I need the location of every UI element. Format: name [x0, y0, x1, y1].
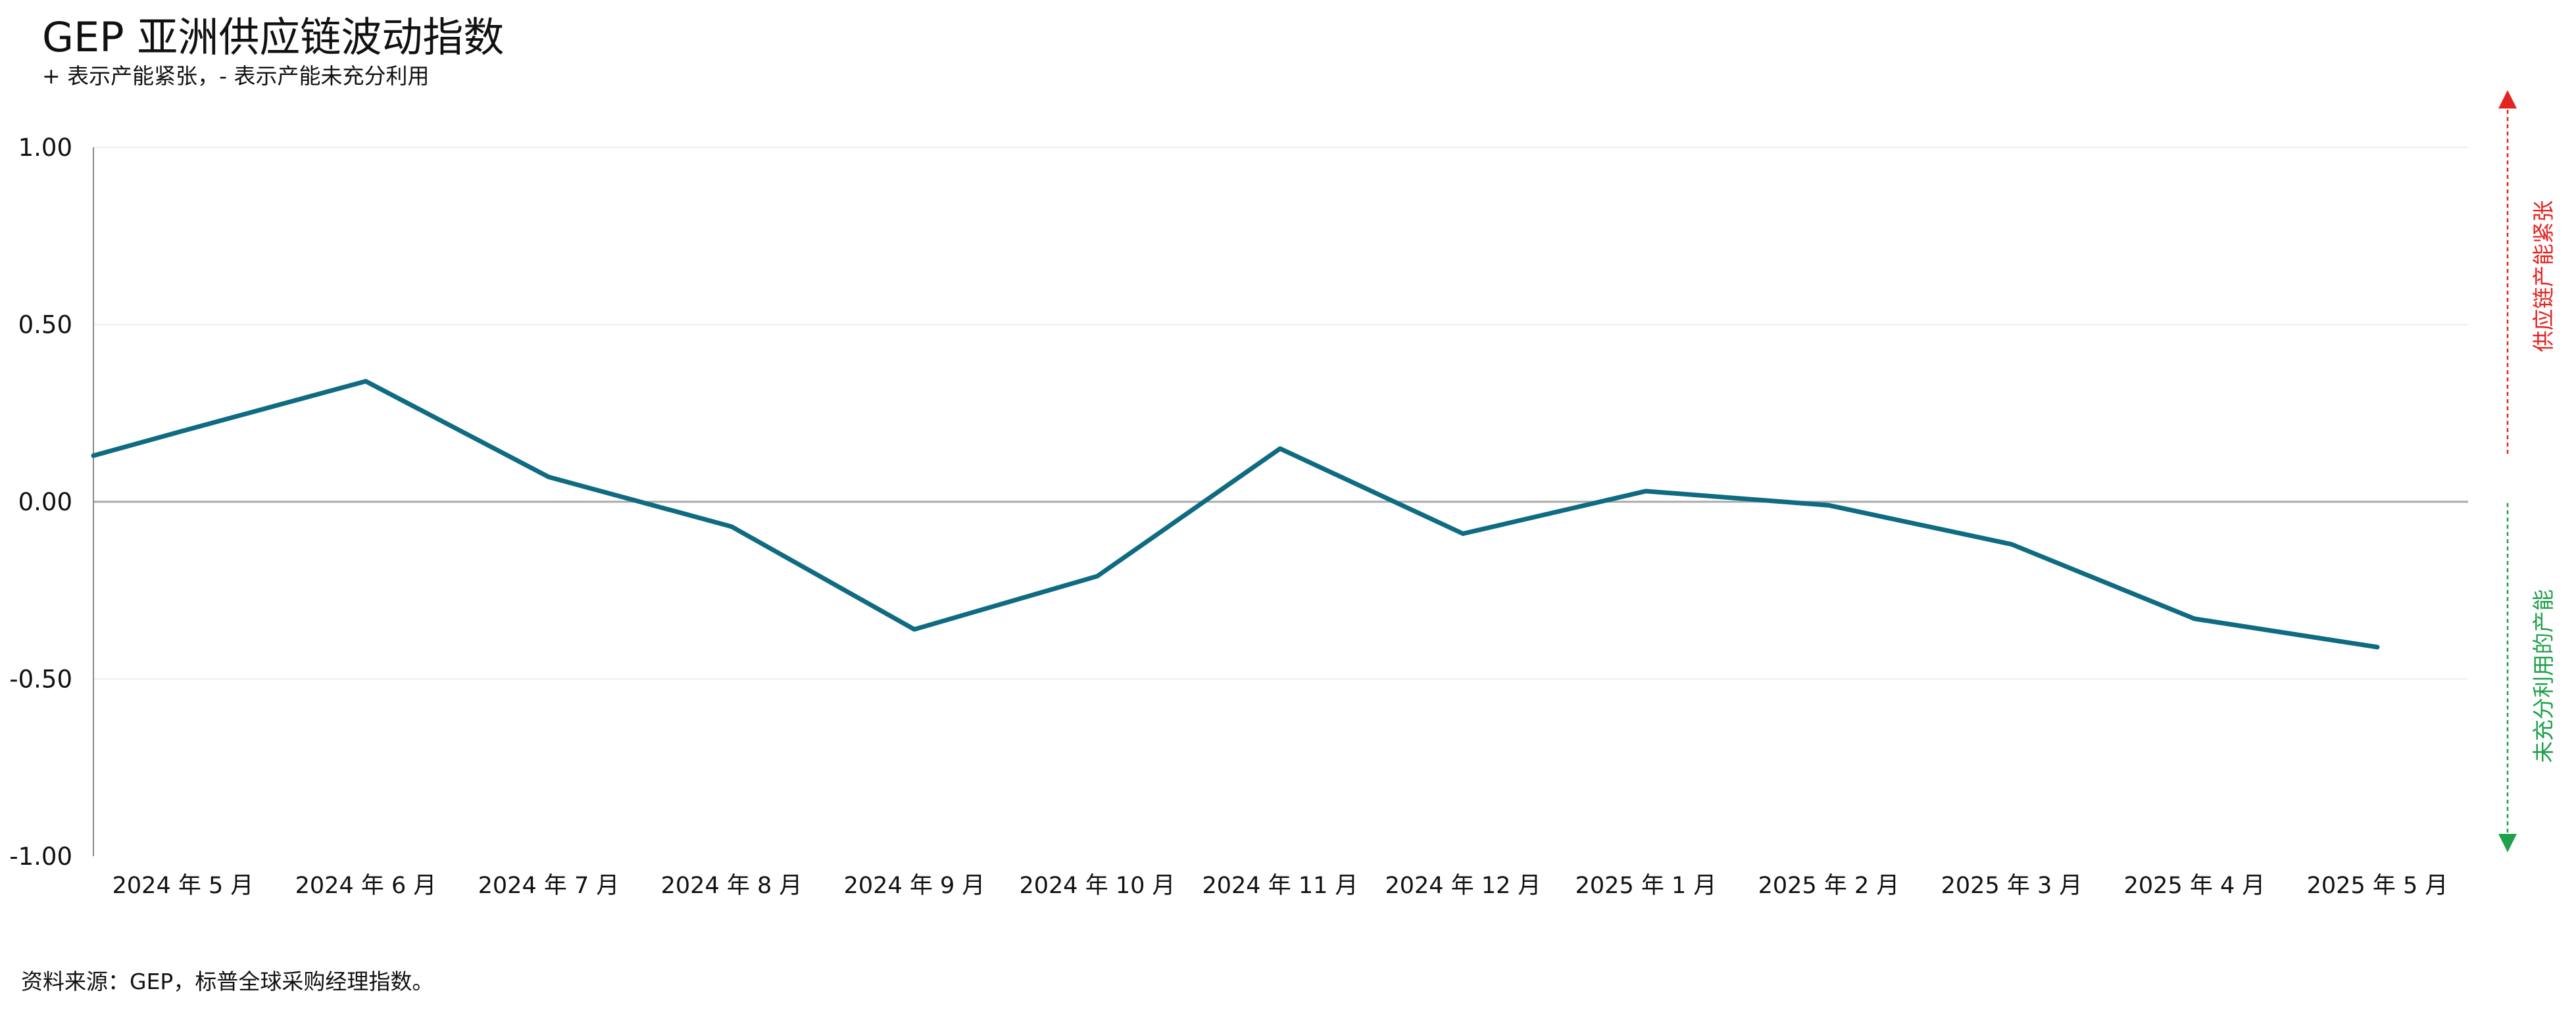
x-tick-label: 2024 年 11 月 [1202, 873, 1358, 899]
y-tick-label: -1.00 [9, 842, 72, 871]
x-tick-label: 2024 年 7 月 [478, 873, 620, 899]
gridlines [93, 147, 2468, 680]
data-point [1461, 531, 1465, 536]
x-tick-label: 2024 年 6 月 [295, 873, 437, 899]
x-tick-label: 2024 年 10 月 [1020, 873, 1176, 899]
data-point [2375, 644, 2379, 649]
x-tick-label: 2024 年 5 月 [112, 873, 254, 899]
down-arrow-icon [2498, 834, 2517, 852]
x-tick-label: 2025 年 4 月 [2124, 873, 2266, 899]
lower-annotation-label: 未充分利用的产能 [2531, 589, 2556, 763]
data-point [547, 475, 551, 479]
data-point [181, 429, 185, 433]
series-layer [91, 379, 2380, 650]
up-arrow-icon [2498, 90, 2517, 109]
y-tick-label: -0.50 [9, 666, 72, 694]
data-point [912, 627, 916, 632]
y-axis-ticks: 1.00 0.50 0.00 -0.50 -1.00 [9, 133, 72, 871]
source-note: 资料来源：GEP，标普全球采购经理指数。 [21, 969, 433, 994]
y-tick-label: 0.50 [18, 311, 72, 339]
x-axis-ticks: 2024 年 5 月 2024 年 6 月 2024 年 7 月 2024 年 8 月… [112, 873, 2448, 899]
data-point [2192, 616, 2196, 621]
y-tick-label: 0.00 [18, 488, 72, 516]
x-tick-label: 2025 年 5 月 [2307, 873, 2448, 899]
upper-annotation-label: 供应链产能紧张 [2531, 201, 2556, 352]
chart-title: GEP 亚洲供应链波动指数 [42, 13, 504, 61]
side-annotation-upper: 供应链产能紧张 [2498, 90, 2556, 454]
x-tick-label: 2024 年 12 月 [1385, 873, 1541, 899]
x-tick-label: 2024 年 9 月 [844, 873, 985, 899]
side-annotation-lower: 未充分利用的产能 [2498, 503, 2556, 852]
data-point [364, 379, 368, 383]
y-tick-label: 1.00 [18, 133, 72, 162]
data-point [1827, 503, 1831, 508]
data-point [730, 524, 733, 529]
x-tick-label: 2024 年 8 月 [661, 873, 803, 899]
data-point [1644, 489, 1648, 493]
chart-subtitle: + 表示产能紧张，- 表示产能未充分利用 [42, 63, 430, 89]
data-point [2010, 542, 2014, 546]
series-line [91, 379, 2380, 650]
x-tick-label: 2025 年 3 月 [1941, 873, 2083, 899]
x-tick-label: 2025 年 2 月 [1758, 873, 1900, 899]
data-point [1278, 447, 1282, 451]
x-tick-label: 2025 年 1 月 [1575, 873, 1717, 899]
data-point [1095, 574, 1099, 579]
